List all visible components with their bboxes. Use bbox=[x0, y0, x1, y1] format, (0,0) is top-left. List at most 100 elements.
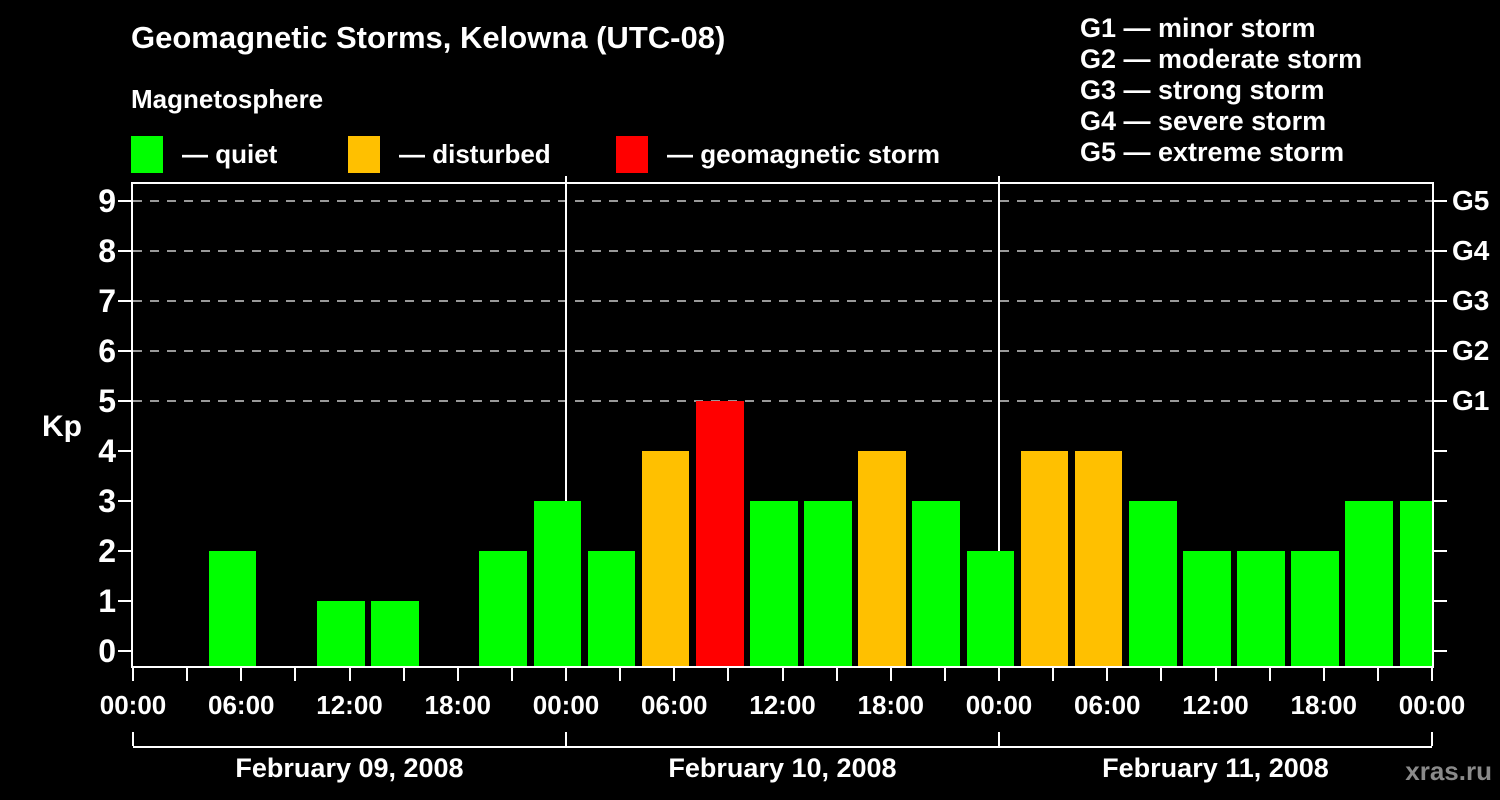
y-axis-tick-right bbox=[1434, 200, 1447, 202]
x-axis-tick bbox=[402, 668, 405, 681]
legend-item-storm: — geomagnetic storm bbox=[616, 134, 940, 174]
chart-title: Geomagnetic Storms, Kelowna (UTC-08) bbox=[131, 20, 726, 55]
x-axis-tick bbox=[456, 668, 459, 681]
x-axis-tick bbox=[294, 668, 297, 681]
y-axis-tick bbox=[118, 200, 131, 202]
date-bracket-riser bbox=[565, 732, 567, 746]
date-label: February 11, 2008 bbox=[1102, 753, 1329, 783]
kp-bar bbox=[750, 501, 798, 666]
x-axis-tick bbox=[943, 668, 946, 681]
y-axis-tick-right bbox=[1434, 500, 1447, 502]
kp-bar bbox=[479, 551, 528, 666]
x-axis-tick bbox=[1052, 668, 1055, 681]
x-tick-label: 06:00 bbox=[641, 690, 708, 720]
x-axis-tick bbox=[186, 668, 189, 681]
kp-bar bbox=[1345, 501, 1394, 666]
x-axis-tick bbox=[348, 668, 351, 681]
x-tick-label: 00:00 bbox=[532, 690, 600, 720]
x-axis-tick bbox=[1376, 668, 1379, 681]
watermark: xras.ru bbox=[1405, 756, 1492, 786]
right-axis-label-g3: G3 bbox=[1452, 285, 1490, 316]
y-axis-tick bbox=[118, 400, 131, 402]
x-axis-tick bbox=[727, 668, 730, 681]
right-axis-label-g2: G2 bbox=[1452, 335, 1490, 366]
date-label: February 09, 2008 bbox=[235, 753, 464, 783]
x-axis-tick bbox=[1322, 668, 1325, 681]
y-axis-tick-right bbox=[1434, 300, 1447, 302]
gridline-kp6 bbox=[133, 350, 1432, 352]
x-tick-label: 06:00 bbox=[208, 690, 275, 720]
x-axis-tick bbox=[510, 668, 513, 681]
x-axis-tick bbox=[1431, 668, 1433, 681]
gridline-kp5 bbox=[133, 400, 1432, 402]
y-axis-tick bbox=[118, 350, 131, 352]
x-tick-label: 12:00 bbox=[749, 690, 816, 720]
y-axis-tick bbox=[118, 450, 131, 452]
y-axis-tick-right bbox=[1434, 400, 1447, 402]
legend-label-quiet: — quiet bbox=[182, 138, 278, 169]
kp-bar bbox=[317, 601, 365, 666]
y-tick-label: 4 bbox=[98, 433, 116, 469]
right-axis-label-g5: G5 bbox=[1452, 185, 1490, 216]
y-axis-tick bbox=[118, 500, 131, 502]
x-tick-label: 00:00 bbox=[99, 690, 167, 720]
y-tick-label: 2 bbox=[98, 533, 116, 569]
legend-label-disturbed: — disturbed bbox=[399, 138, 551, 169]
y-axis-tick bbox=[118, 600, 131, 602]
x-tick-label: 12:00 bbox=[316, 690, 383, 720]
kp-bar bbox=[912, 501, 961, 666]
kp-bar bbox=[695, 401, 744, 666]
x-tick-label: 00:00 bbox=[1398, 690, 1466, 720]
x-tick-label: 18:00 bbox=[424, 690, 492, 720]
gridline-kp9 bbox=[133, 200, 1432, 202]
y-axis-tick bbox=[118, 650, 131, 652]
x-axis-tick bbox=[673, 668, 676, 681]
y-axis-tick-right bbox=[1434, 600, 1447, 602]
y-axis-tick-right bbox=[1434, 550, 1447, 552]
x-axis-tick bbox=[889, 668, 892, 681]
date-bracket-riser bbox=[1431, 732, 1433, 746]
kp-bar bbox=[1183, 551, 1231, 666]
y-tick-label: 3 bbox=[98, 483, 116, 519]
x-axis-tick bbox=[835, 668, 838, 681]
kp-bar bbox=[1291, 551, 1339, 666]
day-divider-top-tick bbox=[565, 176, 567, 182]
disturbed-swatch-icon bbox=[348, 135, 380, 173]
day-divider-top-tick bbox=[998, 176, 1000, 182]
x-axis-tick bbox=[619, 668, 622, 681]
right-axis-label-g1: G1 bbox=[1452, 385, 1490, 416]
g4-legend-line: G4 — severe storm bbox=[1080, 106, 1327, 136]
kp-bar bbox=[1074, 451, 1123, 666]
right-axis-label-g4: G4 bbox=[1452, 235, 1490, 266]
x-axis-tick bbox=[240, 668, 243, 681]
legend-item-disturbed: — disturbed bbox=[348, 134, 551, 174]
y-tick-label: 8 bbox=[98, 233, 116, 269]
day-divider bbox=[565, 184, 567, 666]
y-axis-tick-right bbox=[1434, 650, 1447, 652]
kp-bar bbox=[858, 451, 906, 666]
kp-axis-title: Kp bbox=[42, 410, 82, 443]
x-axis-tick bbox=[132, 668, 134, 681]
date-bracket-riser bbox=[132, 732, 134, 746]
gridline-kp7 bbox=[133, 300, 1432, 302]
y-axis-tick-right bbox=[1434, 450, 1447, 452]
y-tick-label: 1 bbox=[98, 583, 116, 619]
x-axis-tick bbox=[998, 668, 1000, 681]
storm-swatch-icon bbox=[616, 135, 648, 173]
x-axis-tick bbox=[1268, 668, 1271, 681]
legend-label-storm: — geomagnetic storm bbox=[667, 138, 941, 169]
x-axis-tick bbox=[1160, 668, 1163, 681]
g5-legend-line: G5 — extreme storm bbox=[1080, 137, 1345, 167]
x-tick-label: 06:00 bbox=[1074, 690, 1141, 720]
kp-bar bbox=[641, 451, 690, 666]
date-bracket bbox=[133, 746, 1432, 748]
g2-legend-line: G2 — moderate storm bbox=[1080, 44, 1363, 74]
x-tick-label: 00:00 bbox=[965, 690, 1033, 720]
day-divider bbox=[998, 184, 1000, 666]
plot-area bbox=[131, 182, 1434, 668]
g-scale-legend: G1 — minor storm G2 — moderate storm G3 … bbox=[1080, 13, 1362, 168]
y-axis-tick bbox=[118, 250, 131, 252]
y-tick-label: 6 bbox=[98, 333, 116, 369]
quiet-swatch-icon bbox=[131, 135, 163, 173]
